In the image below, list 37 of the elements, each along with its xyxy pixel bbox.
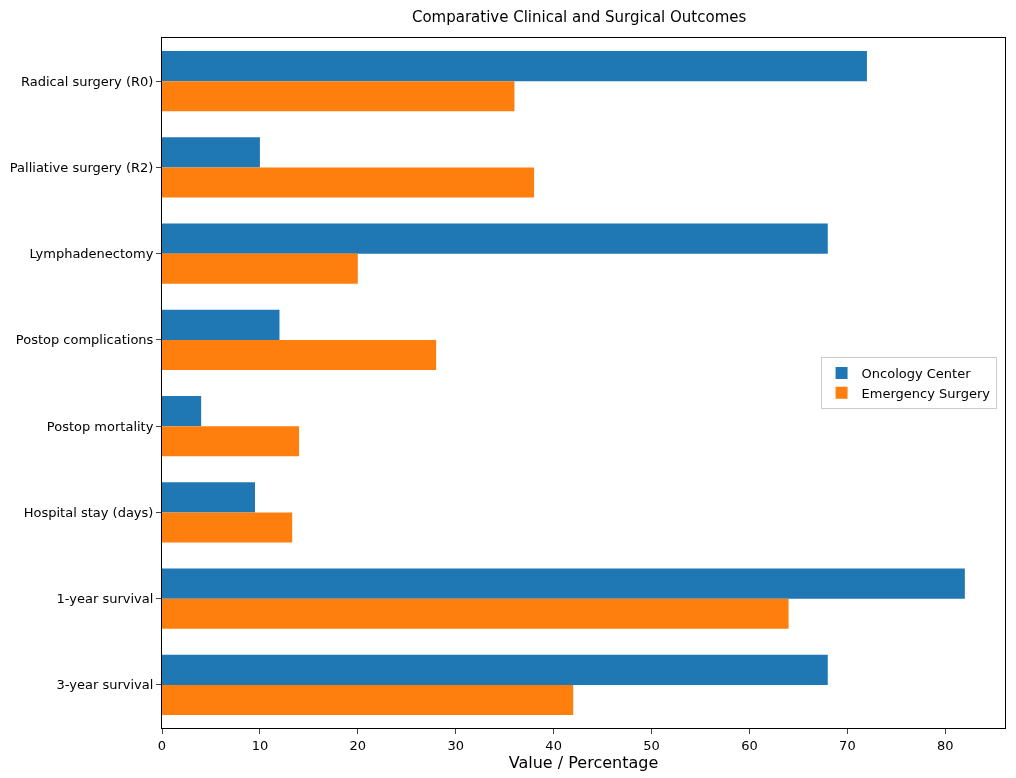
x-tick-label: 60 — [741, 737, 758, 753]
bar — [162, 339, 437, 371]
y-tick-label: 1-year survival — [56, 591, 154, 607]
y-tick-label: Postop complications — [15, 332, 154, 348]
bar — [162, 81, 515, 112]
x-axis-title: Value / Percentage — [508, 752, 659, 772]
y-tick-label: Postop mortality — [46, 418, 154, 434]
x-tick-label: 0 — [157, 737, 167, 753]
x-tick-label: 40 — [545, 737, 562, 753]
y-tick-label: Hospital stay (days) — [23, 504, 154, 520]
bar — [162, 598, 789, 629]
bar — [162, 167, 535, 198]
x-tick-label: 70 — [839, 737, 856, 753]
y-tick-label: Palliative surgery (R2) — [9, 159, 154, 175]
legend-label: Oncology Center — [861, 366, 972, 382]
x-tick-label: 20 — [349, 737, 367, 753]
bar — [162, 223, 828, 254]
bar — [162, 426, 300, 457]
bar — [162, 482, 256, 513]
legend-label: Emergency Surgery — [861, 385, 991, 401]
bar — [162, 309, 280, 340]
y-tick-label: 3-year survival — [56, 677, 154, 693]
bar — [162, 684, 574, 716]
y-tick-label: Lymphadenectomy — [29, 246, 154, 262]
x-tick-label: 30 — [447, 737, 464, 753]
bar — [162, 137, 260, 168]
bar — [162, 50, 867, 82]
bar — [162, 395, 202, 427]
x-tick-label: 10 — [251, 737, 269, 753]
y-tick-label: Radical surgery (R0) — [20, 73, 154, 89]
bar — [162, 512, 293, 543]
bar — [162, 568, 965, 599]
x-tick-label: 80 — [937, 737, 954, 753]
bar — [162, 253, 358, 284]
chart-title: Comparative Clinical and Surgical Outcomes — [411, 8, 747, 27]
x-tick-label: 50 — [643, 737, 660, 753]
bar — [162, 654, 828, 685]
